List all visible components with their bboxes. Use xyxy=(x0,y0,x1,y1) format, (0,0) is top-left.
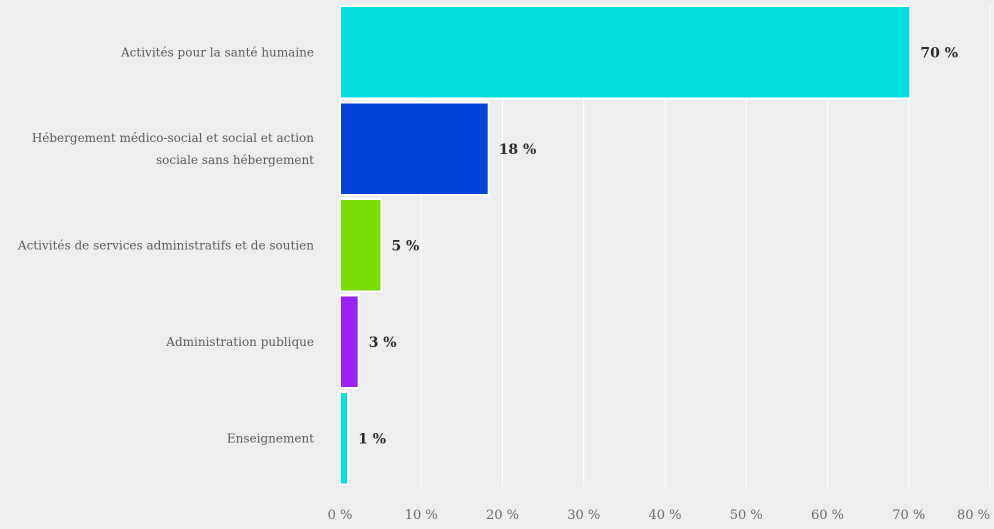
category-label: Activités pour la santé humaine xyxy=(120,45,314,59)
x-tick-label: 70 % xyxy=(892,508,925,523)
category-label: Activités de services administratifs et … xyxy=(17,238,314,252)
x-tick-label: 50 % xyxy=(730,508,763,523)
x-tick-label: 0 % xyxy=(328,508,353,523)
category-label-line: Enseignement xyxy=(227,431,314,445)
category-label-line: Hébergement médico-social et social et a… xyxy=(32,131,314,145)
bars xyxy=(339,5,912,486)
bar xyxy=(339,198,383,293)
x-tick-label: 40 % xyxy=(648,508,681,523)
data-label: 18 % xyxy=(499,142,537,158)
category-labels: Activités pour la santé humaine Hébergeme… xyxy=(17,45,314,445)
x-tick-label: 20 % xyxy=(486,508,519,523)
category-label: Hébergement médico-social et social et a… xyxy=(32,131,314,167)
data-label: 5 % xyxy=(391,238,419,254)
bar xyxy=(339,294,360,389)
data-label: 1 % xyxy=(358,431,386,447)
category-label-line: sociale sans hébergement xyxy=(156,153,314,167)
bar xyxy=(339,391,350,486)
x-tick-label: 10 % xyxy=(405,508,438,523)
data-labels: 70 % 18 % 5 % 3 % 1 % xyxy=(358,45,958,447)
data-label: 3 % xyxy=(369,335,397,351)
bar xyxy=(339,101,490,196)
x-tick-label: 80 % xyxy=(957,508,990,523)
data-label: 70 % xyxy=(920,45,958,61)
x-axis-tick-labels: 0 % 10 % 20 % 30 % 40 % 50 % 60 % 70 % 80 % xyxy=(328,508,990,523)
x-tick-label: 60 % xyxy=(811,508,844,523)
x-tick-label: 30 % xyxy=(567,508,600,523)
category-label: Administration publique xyxy=(165,335,314,349)
category-label-line: Activités de services administratifs et … xyxy=(17,238,314,252)
category-label-line: Administration publique xyxy=(165,335,314,349)
category-label: Enseignement xyxy=(227,431,314,445)
bar xyxy=(339,5,912,100)
category-label-line: Activités pour la santé humaine xyxy=(120,45,314,59)
